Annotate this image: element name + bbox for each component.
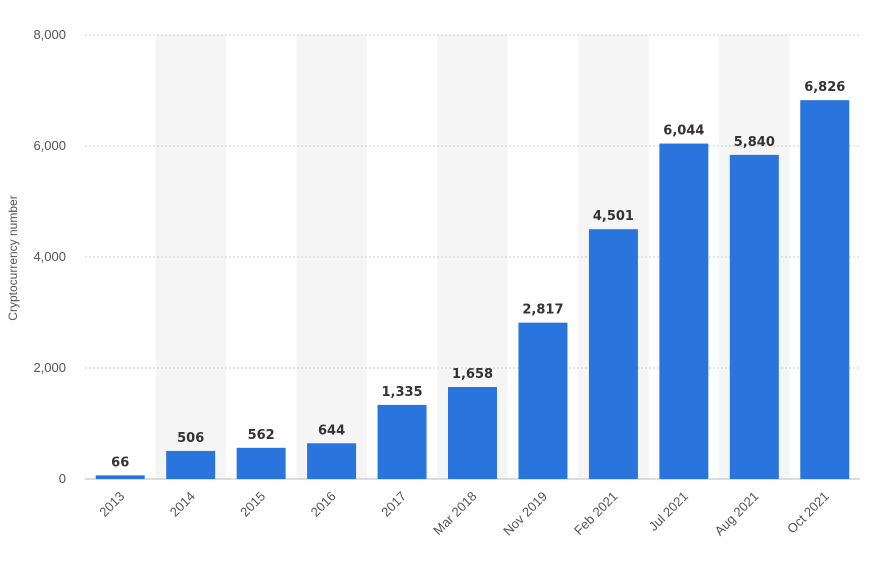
data-label: 2,817 <box>522 303 563 318</box>
y-axis-ticks: 0 2,000 4,000 6,000 8,000 <box>33 27 66 486</box>
bar-2017 <box>377 404 427 479</box>
bar-2014 <box>166 450 216 479</box>
bar-aug-2021 <box>729 154 779 479</box>
data-label: 66 <box>111 455 129 470</box>
data-label: 562 <box>248 428 275 443</box>
data-label: 6,044 <box>663 124 704 139</box>
x-tick-label: Aug 2021 <box>711 489 761 539</box>
y-tick-label: 0 <box>59 471 66 486</box>
y-axis-title: Cryptocurrency number <box>6 195 20 320</box>
x-tick-label: Mar 2018 <box>430 489 479 538</box>
data-label: 644 <box>318 423 345 438</box>
bar-nov-2019 <box>518 322 568 479</box>
bars <box>95 100 850 480</box>
x-tick-label: 2017 <box>378 489 409 520</box>
band-3 <box>296 35 367 479</box>
y-tick-label: 6,000 <box>33 138 66 153</box>
x-tick-label: 2014 <box>167 489 198 520</box>
x-tick-label: Oct 2021 <box>784 489 832 537</box>
bar-2016 <box>307 443 357 479</box>
data-label: 1,335 <box>381 385 422 400</box>
bar-oct-2021 <box>800 100 850 480</box>
y-tick-label: 4,000 <box>33 249 66 264</box>
data-label: 6,826 <box>804 80 845 95</box>
bar-2015 <box>236 447 286 479</box>
data-label: 5,840 <box>734 135 775 150</box>
data-labels: 66 506 562 644 1,335 1,658 2,817 4,501 6,044 5,84… <box>111 80 845 470</box>
x-tick-label: Nov 2019 <box>500 489 550 539</box>
bar-feb-2021 <box>588 229 638 479</box>
data-label: 1,658 <box>452 367 493 382</box>
bar-2013 <box>95 475 145 479</box>
y-tick-label: 8,000 <box>33 27 66 42</box>
y-tick-label: 2,000 <box>33 360 66 375</box>
x-tick-label: 2013 <box>96 489 127 520</box>
x-tick-label: 2015 <box>237 489 268 520</box>
data-label: 4,501 <box>593 209 634 224</box>
x-tick-label: Feb 2021 <box>571 489 620 538</box>
bar-jul-2021 <box>659 143 709 480</box>
bar-mar-2018 <box>448 386 497 479</box>
x-axis-ticks: 2013 2014 2015 2016 2017 Mar 2018 Nov 2019 Feb … <box>96 489 832 539</box>
x-tick-label: Jul 2021 <box>646 489 691 534</box>
data-label: 506 <box>177 431 204 446</box>
x-tick-label: 2016 <box>308 489 339 520</box>
